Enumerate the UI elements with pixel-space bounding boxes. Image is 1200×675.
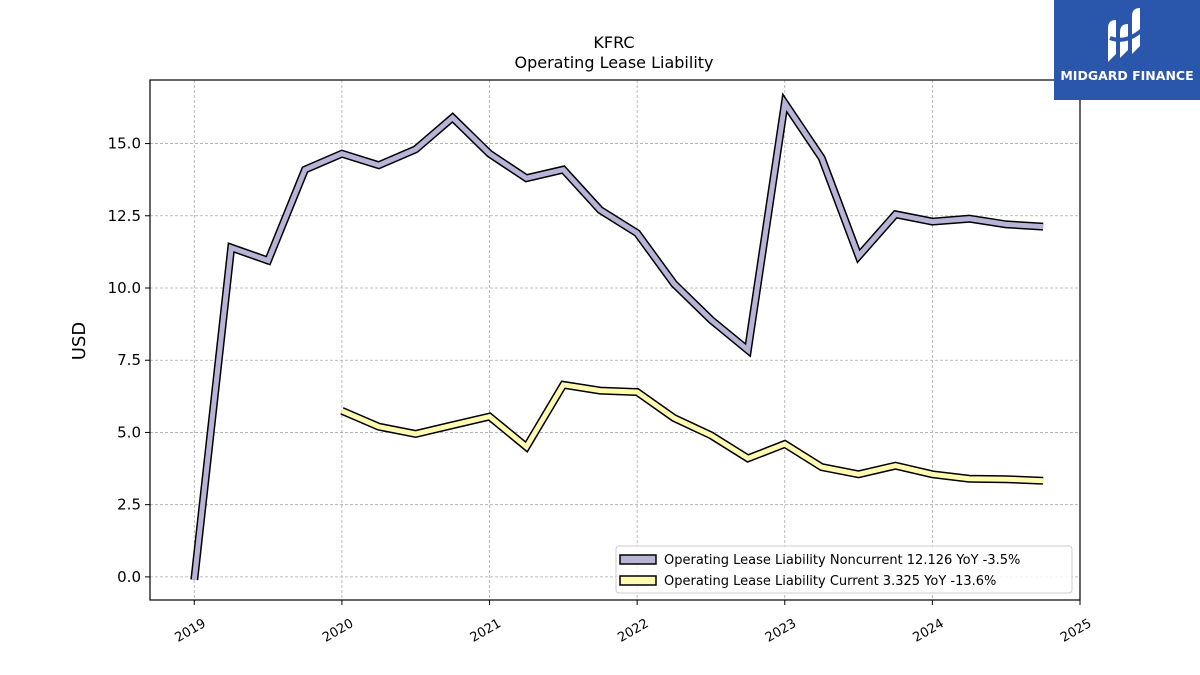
y-axis: 0.0 2.5 5.0 7.5 10.0 12.5 15.0 <box>108 135 150 586</box>
logo-text: MIDGARD FINANCE <box>1060 68 1194 83</box>
midgard-finance-logo: MIDGARD FINANCE <box>1054 0 1200 100</box>
x-tick-label: 2019 <box>172 616 208 646</box>
series-0-outline <box>190 92 1044 581</box>
x-axis: 2019 2020 2021 2022 2023 2024 2025 <box>172 600 1094 646</box>
chart-title: KFRC <box>593 33 634 52</box>
legend-label-1: Operating Lease Liability Current 3.325 … <box>664 574 996 589</box>
x-tick-label: 2025 <box>1058 616 1094 646</box>
legend-box <box>615 545 1073 594</box>
x-tick-label: 2022 <box>615 616 651 646</box>
plot-frame <box>149 79 1081 601</box>
y-tick-label: 2.5 <box>117 496 141 514</box>
x-tick-label: 2020 <box>320 616 356 646</box>
x-tick-label: 2023 <box>763 616 799 646</box>
series-layer <box>190 92 1044 581</box>
y-tick-label: 5.0 <box>117 423 141 441</box>
series-0-line <box>191 96 1044 581</box>
y-axis-label: USD <box>69 322 90 360</box>
legend-label-0: Operating Lease Liability Noncurrent 12.… <box>664 553 1020 568</box>
legend: Operating Lease Liability Noncurrent 12.… <box>615 545 1073 594</box>
legend-swatch-0 <box>619 554 657 565</box>
legend-swatch-1 <box>619 575 657 586</box>
grid <box>150 80 1081 600</box>
x-tick-label: 2024 <box>911 616 947 646</box>
y-tick-label: 12.5 <box>108 207 141 225</box>
series-1-line <box>340 382 1044 484</box>
y-tick-label: 10.0 <box>108 279 141 297</box>
chart-subtitle: Operating Lease Liability <box>514 53 713 72</box>
y-tick-label: 0.0 <box>117 568 141 586</box>
midgard-logo-icon <box>1108 8 1144 62</box>
x-tick-label: 2021 <box>468 616 504 646</box>
y-tick-label: 15.0 <box>108 135 141 153</box>
y-tick-label: 7.5 <box>117 351 141 369</box>
